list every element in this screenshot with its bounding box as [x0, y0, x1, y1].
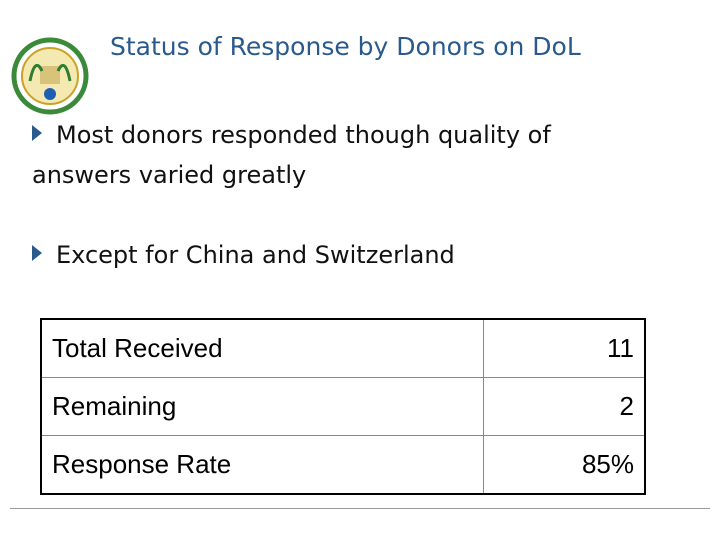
table-cell: Total Received: [39, 318, 484, 378]
bullet-text: Most donors responded though quality of …: [32, 121, 551, 189]
table-cell: 85%: [482, 435, 646, 495]
table-row: Total Received 11: [39, 318, 646, 378]
table-cell: Remaining: [39, 377, 484, 436]
table-row: Remaining 2: [39, 377, 646, 436]
emblem: [11, 37, 89, 115]
title: Status of Response by Donors on DoL: [110, 32, 581, 61]
bullet-text: Except for China and Switzerland: [56, 241, 455, 269]
table-cell: Response Rate: [39, 435, 484, 495]
table-cell: 11: [482, 318, 646, 378]
table-cell: 2: [482, 377, 646, 436]
bullet-item: Most donors responded though quality of …: [32, 115, 652, 195]
footer-rule: [10, 508, 710, 509]
table: Total Received 11 Remaining 2 Response Rat…: [39, 318, 646, 495]
table-row: Response Rate 85%: [39, 435, 646, 495]
bullet-item: Except for China and Switzerland: [32, 235, 652, 275]
